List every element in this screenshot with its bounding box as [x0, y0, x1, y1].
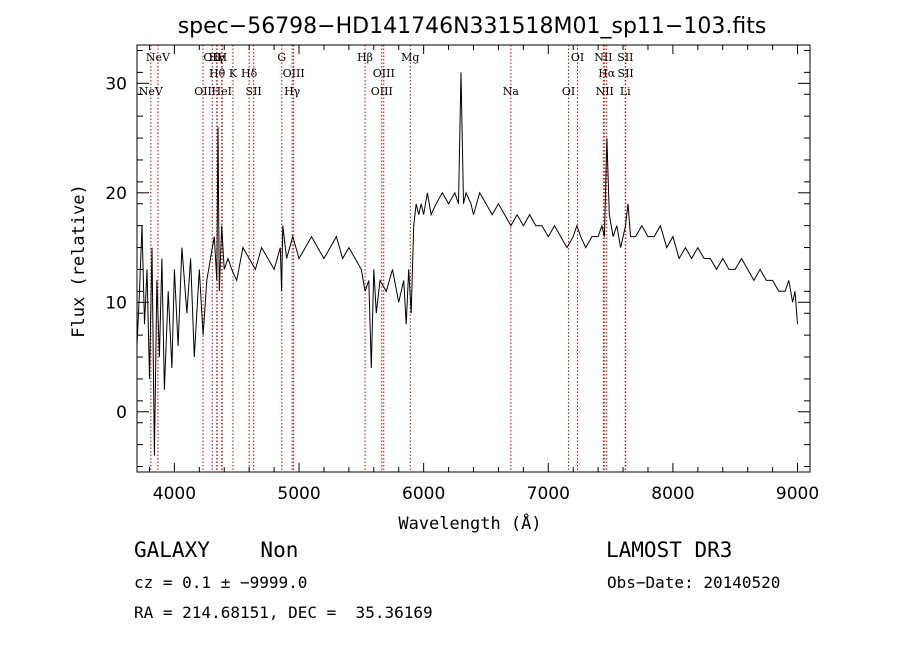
x-tick-label: 7000 [527, 484, 570, 504]
emission-line-label: Hα [598, 67, 616, 80]
y-tick-label: 30 [105, 74, 127, 94]
emission-line-label: Na [503, 85, 520, 98]
y-tick-label: 20 [105, 184, 127, 204]
emission-line-label: HeI [212, 85, 232, 98]
emission-line-label: NeV [139, 85, 164, 98]
x-tick-label: 4000 [153, 484, 196, 504]
spectrum-chart: spec−56798−HD141746N331518M01_sp11−103.f… [69, 14, 819, 534]
redshift-line: cz = 0.1 ± −9999.0 [134, 573, 308, 592]
y-axis-label: Flux (relative) [69, 184, 89, 338]
emission-line-label: Hγ [209, 51, 226, 64]
y-tick-label: 0 [116, 403, 127, 423]
chart-title: spec−56798−HD141746N331518M01_sp11−103.f… [178, 14, 767, 39]
y-axis-ticks: 0 10 20 30 [105, 49, 810, 468]
emission-line-label: H [217, 51, 227, 64]
object-class-label: GALAXY Non [134, 538, 299, 562]
emission-line-markers [150, 45, 627, 472]
y-tick-label: 10 [105, 293, 127, 313]
emission-line-label: Mg [401, 51, 419, 64]
emission-line-label: Li [620, 85, 631, 98]
obs-date: Obs−Date: 20140520 [607, 573, 781, 592]
emission-line-label: Hβ [357, 51, 373, 64]
emission-line-label: OII [194, 85, 212, 98]
emission-line-label: NII [594, 51, 612, 64]
emission-line-label: OI [562, 85, 575, 98]
x-axis-label: Wavelength (Å) [398, 512, 541, 534]
emission-line-label: Hδ [241, 67, 258, 80]
emission-line-label: K [229, 67, 238, 80]
emission-line-label: G [277, 51, 286, 64]
emission-line-label: OIII [373, 67, 395, 80]
emission-line-label: Hγ [284, 85, 301, 98]
emission-line-label: OII [203, 51, 221, 64]
x-axis-ticks: 4000 5000 6000 7000 8000 9000 [148, 45, 819, 504]
emission-line-label: SII [617, 51, 633, 64]
x-tick-label: 6000 [402, 484, 445, 504]
emission-line-label: OIII [371, 85, 393, 98]
emission-line-label: NeV [146, 51, 171, 64]
coordinates: RA = 214.68151, DEC = 35.36169 [134, 603, 433, 622]
emission-line-label: SII [246, 85, 262, 98]
emission-line-label: OIII [283, 67, 305, 80]
x-tick-label: 9000 [776, 484, 819, 504]
spectrum-line [136, 72, 798, 456]
x-tick-label: 5000 [277, 484, 320, 504]
emission-line-label: OI [571, 51, 584, 64]
emission-line-label: Hθ [209, 67, 226, 80]
emission-line-label: SII [618, 67, 634, 80]
survey-label: LAMOST DR3 [606, 538, 733, 562]
x-tick-label: 8000 [651, 484, 694, 504]
emission-line-label: NII [596, 85, 614, 98]
